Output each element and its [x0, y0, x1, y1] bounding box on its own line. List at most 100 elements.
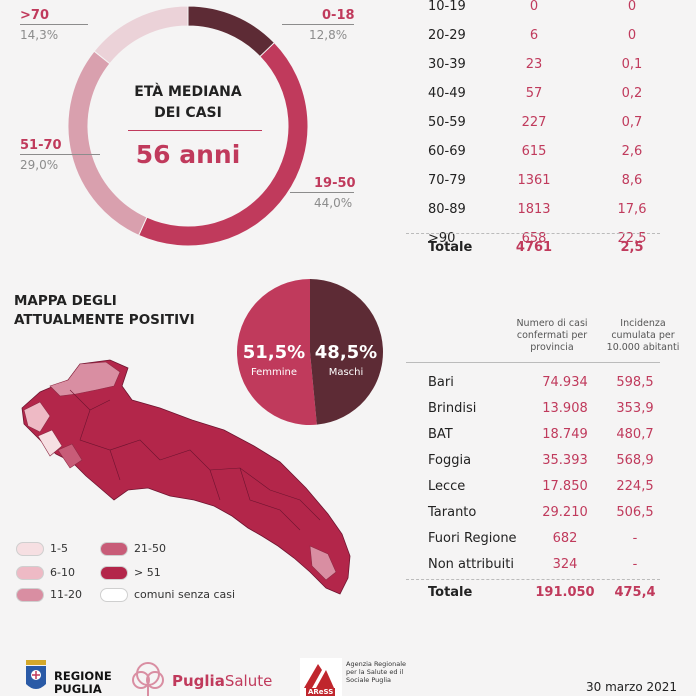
- province-name: Taranto: [428, 505, 477, 520]
- donut-value-51-70: 29,0%: [20, 158, 59, 172]
- province-rate: 224,5: [616, 479, 654, 494]
- province-cases: 17.850: [542, 479, 588, 494]
- gargano-light-area: [49, 361, 121, 397]
- age-group: 60-69: [428, 144, 466, 159]
- regione-puglia-logo: [26, 660, 46, 689]
- gender-slice-femmine: [236, 279, 317, 425]
- legend-item: 11-20: [16, 588, 82, 604]
- age-cases: 227: [521, 115, 547, 130]
- legend-swatch: [100, 588, 128, 602]
- salento-light-area: [309, 545, 337, 581]
- col-head-incidence: Incidenza cumulata per 10.000 abitanti: [606, 318, 680, 353]
- donut-label-19-50: 19-50: [314, 176, 356, 191]
- province-cases: 74.934: [542, 375, 588, 390]
- donut-value-over70: 14,3%: [20, 28, 59, 42]
- province-name: Foggia: [428, 453, 472, 468]
- age-rate: 22,5: [617, 231, 647, 246]
- map-title: MAPPA DEGLI ATTUALMENTE POSITIVI: [14, 293, 195, 328]
- age-rate: 0: [627, 0, 637, 14]
- province-row: Lecce 17.850 224,5: [424, 479, 660, 505]
- age-group: 70-79: [428, 173, 466, 188]
- age-group: 20-29: [428, 28, 466, 43]
- donut-label-51-70: 51-70: [20, 138, 62, 153]
- donut-leader-over70: [20, 24, 88, 25]
- province-cases: 682: [552, 531, 578, 546]
- province-name: Non attribuiti: [428, 557, 514, 572]
- legend-label: 1-5: [50, 542, 68, 555]
- legend-label: 11-20: [50, 588, 82, 601]
- publication-date: 30 marzo 2021: [586, 680, 678, 694]
- age-cases: 6: [529, 28, 539, 43]
- province-cases: 13.908: [542, 401, 588, 416]
- age-cases: 23: [525, 57, 543, 72]
- puglia-map: [21, 359, 351, 595]
- regione-puglia-text: REGIONE PUGLIA: [54, 669, 112, 696]
- age-donut-chart: [67, 5, 309, 247]
- map-internal-borders: [69, 389, 321, 531]
- age-cases: 57: [525, 86, 543, 101]
- age-total-rate: 2,5: [620, 240, 644, 255]
- age-cases: 658: [521, 231, 547, 246]
- donut-center-title: ETÀ MEDIANA DEI CASI: [134, 84, 242, 121]
- age-rate: 0,1: [621, 57, 643, 72]
- age-rate: 0,7: [621, 115, 643, 130]
- donut-leader-0-18: [282, 24, 354, 25]
- province-total-cases: 191.050: [535, 585, 595, 600]
- age-rate: 8,6: [621, 173, 643, 188]
- province-rate: -: [632, 531, 638, 546]
- aress-logo-text: AReSS: [306, 688, 336, 696]
- legend-swatch: [100, 542, 128, 556]
- gender-slice-maschi: [310, 279, 383, 425]
- age-rate: 17,6: [617, 202, 647, 217]
- province-rate: 598,5: [616, 375, 654, 390]
- age-rate: 0: [627, 28, 637, 43]
- province-rate: 506,5: [616, 505, 654, 520]
- legend-label: 21-50: [134, 542, 166, 555]
- province-row: Bari 74.934 598,5: [424, 375, 660, 401]
- age-total-cases: 4761: [515, 240, 553, 255]
- province-row: BAT 18.749 480,7: [424, 427, 660, 453]
- legend-label: 6-10: [50, 566, 75, 579]
- donut-label-over70: >70: [20, 8, 49, 23]
- age-row: 50-59 227 0,7: [424, 115, 660, 141]
- donut-label-0-18: 0-18: [322, 8, 355, 23]
- province-row: Non attribuiti 324 -: [424, 557, 660, 583]
- donut-leader-19-50: [290, 192, 354, 193]
- female-share: 51,5% Femmine: [236, 342, 312, 378]
- legend-label: comuni senza casi: [134, 588, 236, 601]
- age-group: 30-39: [428, 57, 466, 72]
- age-rate: 0,2: [621, 86, 643, 101]
- province-table-top-divider: [406, 362, 660, 363]
- west-light-area-3: [57, 443, 83, 469]
- female-percent: 51,5%: [242, 342, 306, 363]
- puglia-salute-text: PugliaSalute: [172, 672, 272, 690]
- donut-center-value: 56 anni: [135, 140, 241, 169]
- age-cases: 1361: [517, 173, 551, 188]
- province-name: Bari: [428, 375, 454, 390]
- puglia-salute-word-1: Puglia: [172, 672, 225, 690]
- legend-item: 1-5: [16, 542, 68, 558]
- province-name: Fuori Regione: [428, 531, 517, 546]
- donut-value-0-18: 12,8%: [309, 28, 348, 42]
- age-total-label: Totale: [428, 240, 473, 255]
- province-cases: 29.210: [542, 505, 588, 520]
- province-name: Brindisi: [428, 401, 477, 416]
- male-share: 48,5% Maschi: [310, 342, 382, 378]
- province-cases: 18.749: [542, 427, 588, 442]
- age-group: 50-59: [428, 115, 466, 130]
- male-label: Maschi: [328, 367, 364, 378]
- age-row: 70-79 1361 8,6: [424, 173, 660, 199]
- province-name: BAT: [428, 427, 453, 442]
- west-light-area-1: [23, 401, 51, 433]
- age-row: 10-19 0 0: [424, 0, 660, 25]
- donut-leader-51-70: [20, 154, 100, 155]
- age-group: >90: [428, 231, 456, 246]
- age-table-total-divider: [406, 233, 660, 234]
- gender-pie-chart: [236, 279, 383, 425]
- province-row: Brindisi 13.908 353,9: [424, 401, 660, 427]
- province-name: Lecce: [428, 479, 466, 494]
- legend-item: > 51: [100, 566, 161, 582]
- puglia-salute-word-2: Salute: [224, 672, 273, 690]
- province-row: Fuori Regione 682 -: [424, 531, 660, 557]
- province-rate: 353,9: [616, 401, 654, 416]
